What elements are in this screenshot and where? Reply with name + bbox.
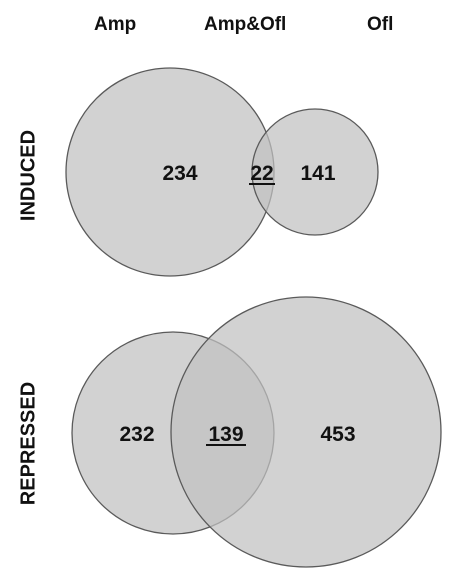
induced-overlap-count: 22 (250, 162, 273, 185)
header-ofl: Ofl (367, 14, 394, 35)
repressed-ofl-count: 453 (320, 423, 355, 446)
repressed-amp-count: 232 (119, 423, 154, 446)
induced-ofl-circle (251, 108, 379, 236)
induced-ofl-count: 141 (300, 162, 335, 185)
header-amp: Amp (94, 14, 137, 35)
header-amp-ofl: Amp&Ofl (204, 14, 287, 35)
repressed-overlap-count: 139 (208, 423, 243, 446)
venn-repressed: 232 139 453 (71, 296, 442, 568)
induced-amp-count: 234 (162, 162, 197, 185)
repressed-ofl-circle (170, 296, 442, 568)
venn-induced: 234 22 141 (65, 67, 379, 277)
